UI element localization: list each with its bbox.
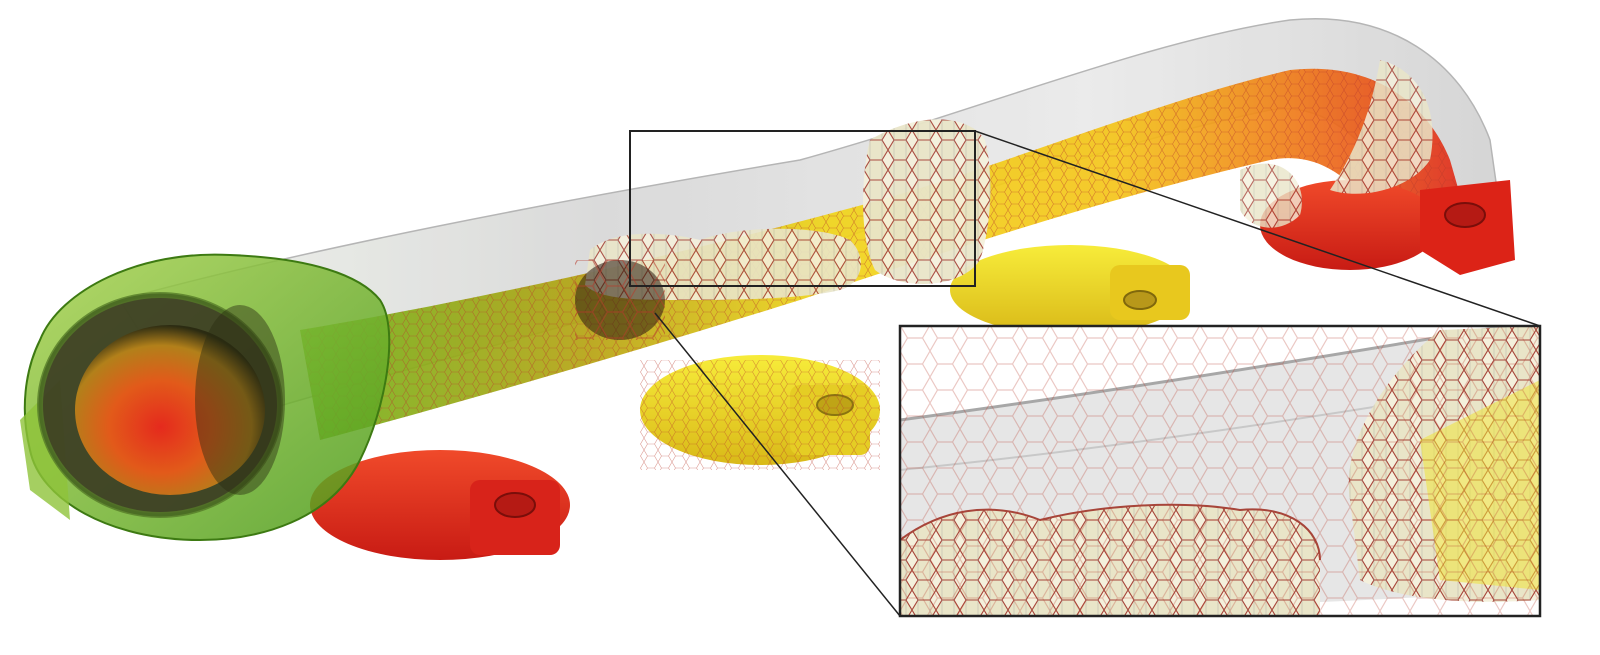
port-yellow-center	[640, 355, 880, 470]
zoom-inset-frame	[898, 324, 1542, 618]
zoom-connector-bottom	[654, 312, 901, 617]
zoom-inset	[898, 324, 1542, 618]
port-yellow-right	[950, 245, 1190, 335]
inlet-opening-inner	[75, 325, 265, 495]
cell-cluster-center	[863, 119, 991, 284]
inlet-flange	[20, 253, 391, 542]
port-red-left	[310, 450, 570, 560]
cell-cluster-lower	[1240, 163, 1302, 228]
port-red-right	[1260, 180, 1515, 275]
zoom-source-frame	[629, 130, 976, 287]
cell-cluster-bend	[1330, 60, 1433, 194]
zoom-connector-top	[974, 130, 1541, 327]
